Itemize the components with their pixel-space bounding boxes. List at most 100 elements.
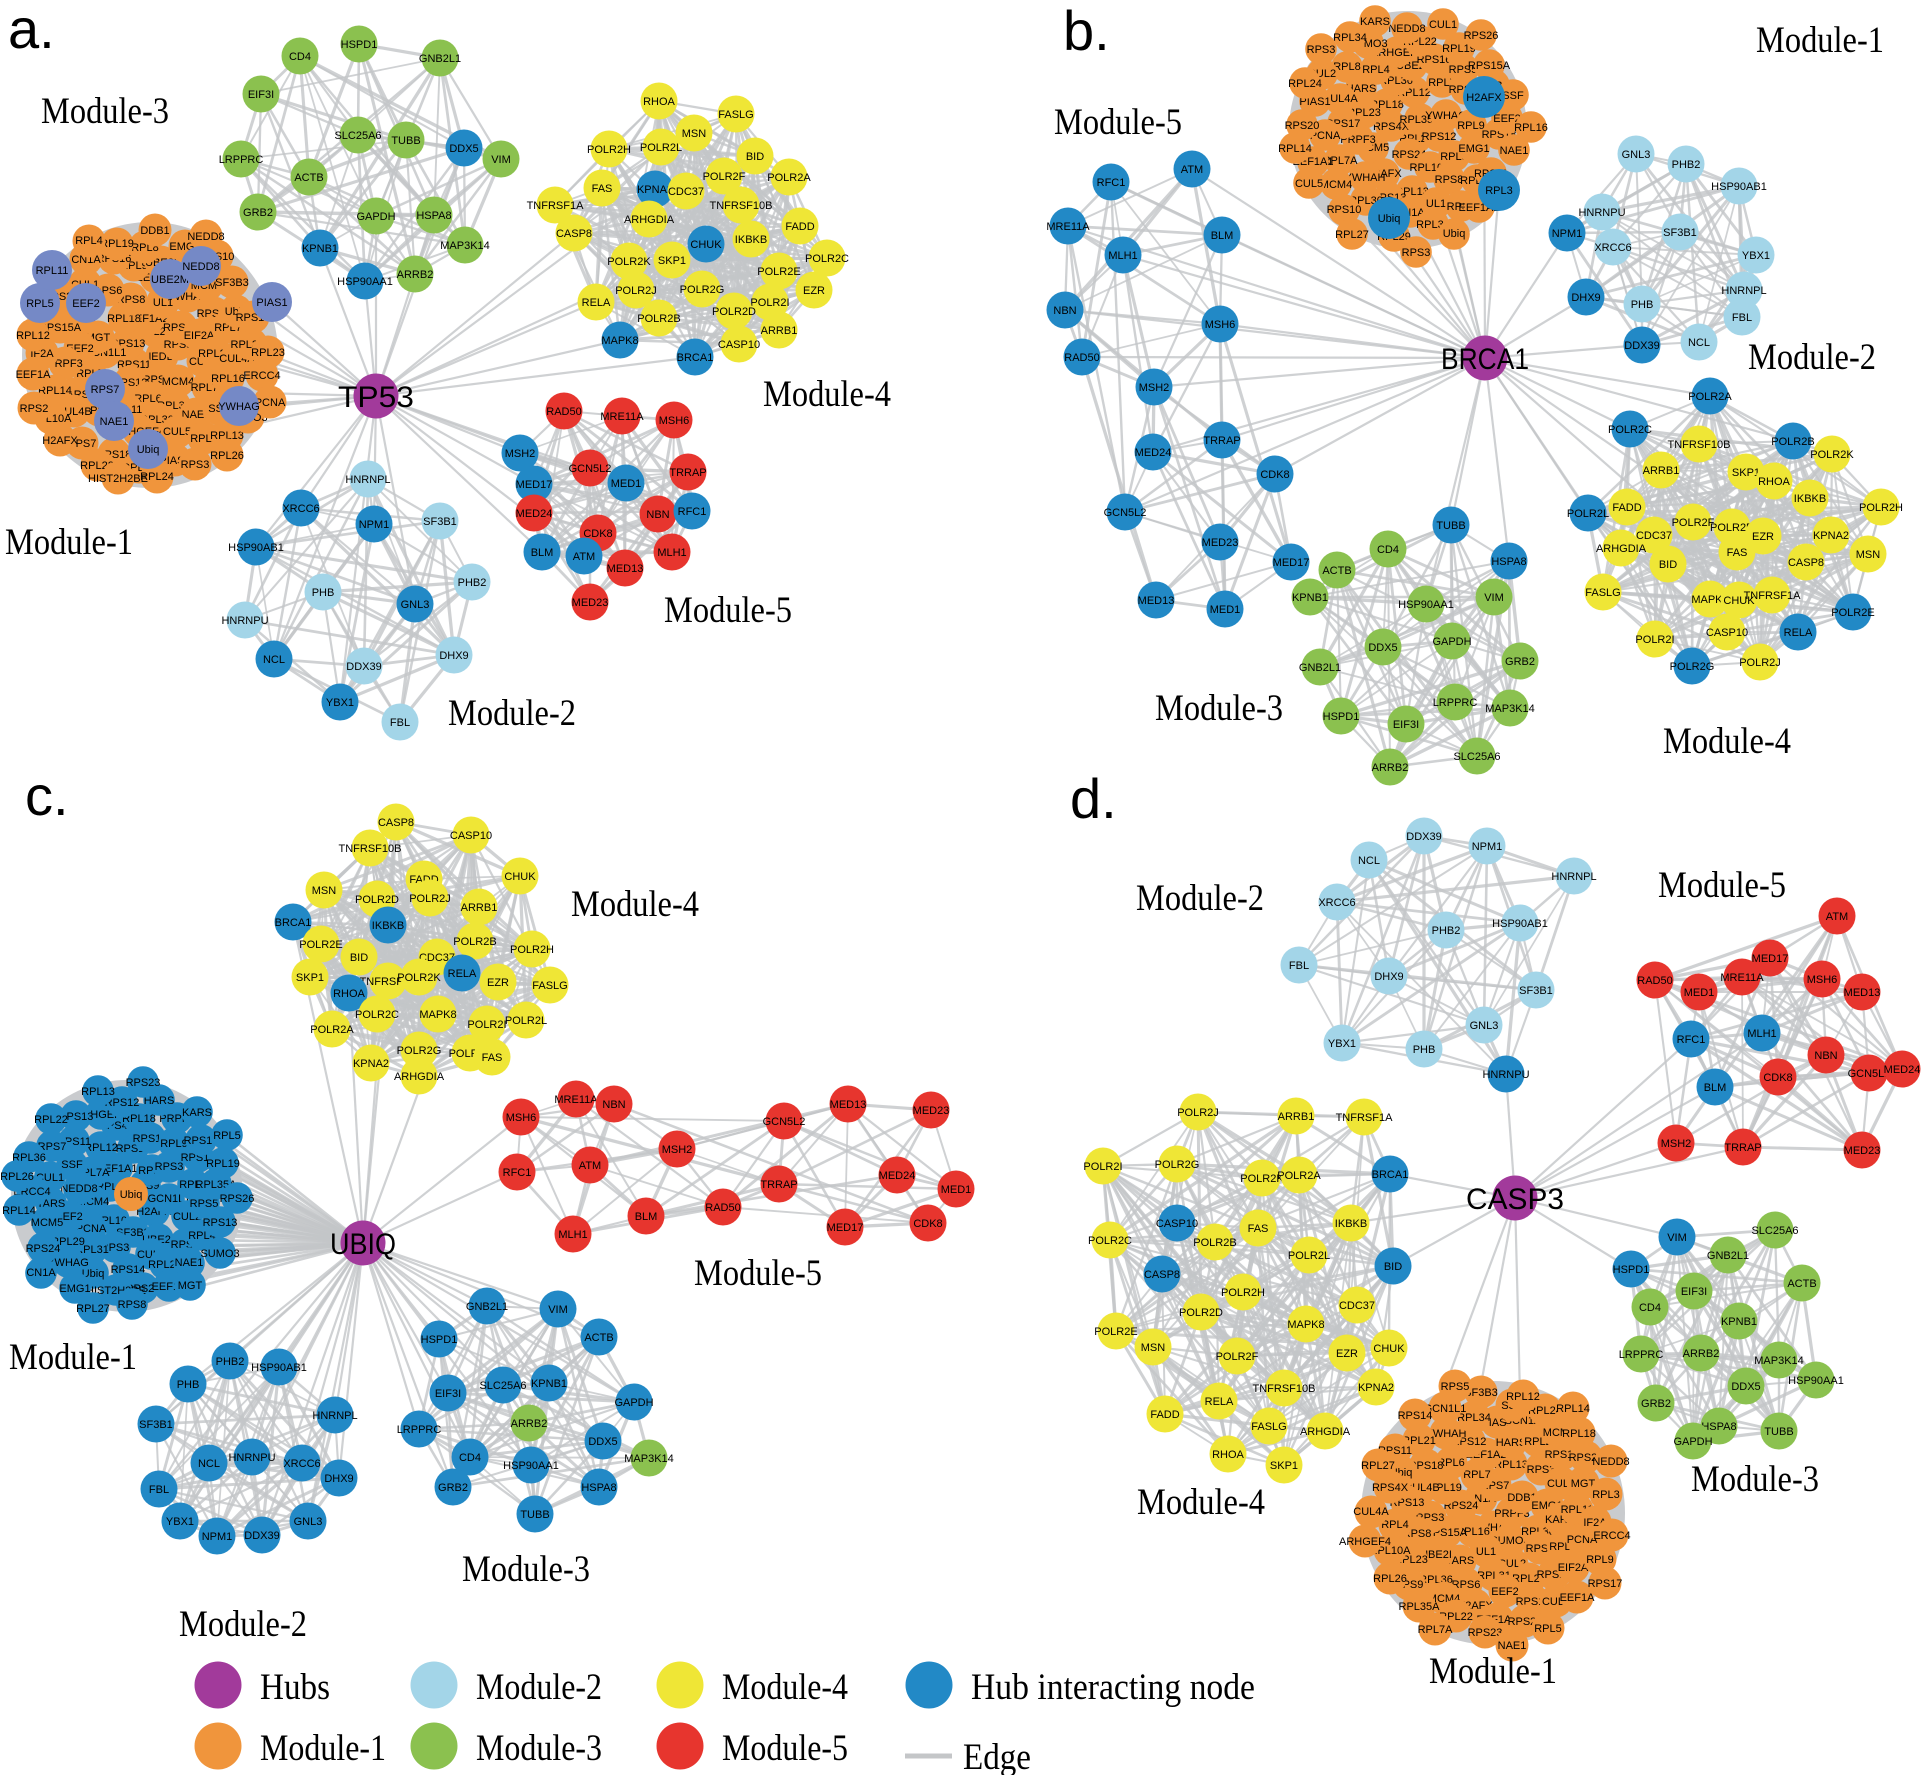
svg-text:CN1A: CN1A [26, 1267, 56, 1279]
svg-text:XRCC6: XRCC6 [282, 503, 319, 515]
svg-text:RPL18: RPL18 [122, 1113, 156, 1125]
svg-text:RPL16: RPL16 [1456, 1526, 1490, 1538]
svg-text:MSH6: MSH6 [659, 415, 690, 427]
svg-text:VIM: VIM [1484, 592, 1504, 604]
svg-text:ARRB2: ARRB2 [1683, 1348, 1720, 1360]
svg-text:FASLG: FASLG [1585, 587, 1620, 599]
svg-text:DDX39: DDX39 [1624, 340, 1659, 352]
svg-text:NBN: NBN [1053, 305, 1076, 317]
svg-text:RPL19: RPL19 [100, 238, 134, 250]
svg-text:RPL5: RPL5 [1534, 1623, 1562, 1635]
svg-text:RAD50: RAD50 [546, 406, 581, 418]
svg-text:MSH6: MSH6 [1807, 974, 1838, 986]
svg-text:IKBKB: IKBKB [1335, 1218, 1367, 1230]
svg-text:NEDD8: NEDD8 [1388, 23, 1425, 35]
svg-text:MSH2: MSH2 [662, 1144, 693, 1156]
svg-text:CHUK: CHUK [504, 871, 536, 883]
svg-text:BLM: BLM [635, 1211, 658, 1223]
svg-text:VIM: VIM [491, 154, 511, 166]
svg-text:SKP1: SKP1 [658, 255, 686, 267]
svg-text:RPS17: RPS17 [1588, 1578, 1623, 1590]
svg-text:VIM: VIM [548, 1304, 568, 1316]
svg-text:RPL22: RPL22 [34, 1114, 68, 1126]
svg-text:TP53: TP53 [338, 381, 414, 414]
svg-text:IKBKB: IKBKB [372, 920, 404, 932]
svg-text:DDB1: DDB1 [140, 225, 169, 237]
svg-text:HNRNPL: HNRNPL [312, 1410, 357, 1422]
svg-text:RAD50: RAD50 [1064, 352, 1099, 364]
svg-text:RPL34: RPL34 [1333, 32, 1367, 44]
svg-text:POLR2E: POLR2E [757, 266, 800, 278]
svg-text:CDC37: CDC37 [1636, 530, 1672, 542]
svg-text:RHOA: RHOA [643, 96, 675, 108]
svg-text:CDK8: CDK8 [913, 1218, 942, 1230]
svg-text:Module-4: Module-4 [571, 884, 699, 925]
svg-text:RPS10: RPS10 [1327, 204, 1362, 216]
svg-text:SF3B1: SF3B1 [1663, 227, 1697, 239]
svg-text:CD4: CD4 [1639, 1302, 1661, 1314]
svg-text:RPL14: RPL14 [38, 385, 72, 397]
svg-text:XRCC6: XRCC6 [1318, 897, 1355, 909]
svg-text:BRCA1: BRCA1 [275, 917, 312, 929]
svg-text:RPS4X: RPS4X [1373, 121, 1410, 133]
svg-text:NAE1: NAE1 [100, 416, 129, 428]
svg-text:POLR2L: POLR2L [640, 142, 682, 154]
svg-text:MSH2: MSH2 [1661, 1138, 1692, 1150]
svg-text:POLR2F: POLR2F [703, 171, 746, 183]
svg-text:MED13: MED13 [1138, 595, 1175, 607]
svg-text:RPL26: RPL26 [1373, 1573, 1407, 1585]
svg-text:KPNB1: KPNB1 [1292, 592, 1328, 604]
svg-text:TNFRSF10B: TNFRSF10B [1253, 1383, 1316, 1395]
svg-text:ACTB: ACTB [294, 172, 323, 184]
svg-text:GNB2L1: GNB2L1 [419, 53, 461, 65]
svg-text:HSPA8: HSPA8 [1701, 1421, 1736, 1433]
svg-text:GCN1L1: GCN1L1 [1424, 1403, 1467, 1415]
svg-text:LRPPRC: LRPPRC [1619, 1349, 1664, 1361]
svg-text:TUBB: TUBB [1436, 520, 1465, 532]
svg-text:POLR2G: POLR2G [1670, 661, 1715, 673]
svg-text:NEDD8: NEDD8 [1592, 1456, 1629, 1468]
svg-text:CUL4A: CUL4A [1353, 1506, 1389, 1518]
svg-text:RPL9: RPL9 [160, 1138, 188, 1150]
svg-text:TNFRSF10B: TNFRSF10B [1668, 439, 1731, 451]
svg-text:Module-3: Module-3 [476, 1728, 602, 1769]
svg-text:MSN: MSN [682, 128, 707, 140]
svg-text:MED17: MED17 [1273, 557, 1310, 569]
svg-text:MLH1: MLH1 [1108, 250, 1137, 262]
svg-text:UL1: UL1 [153, 297, 173, 309]
svg-text:Module-1: Module-1 [1429, 1651, 1557, 1692]
svg-text:ERCC4: ERCC4 [243, 370, 280, 382]
svg-text:CDK8: CDK8 [1260, 469, 1289, 481]
svg-text:RPL24: RPL24 [140, 471, 174, 483]
svg-text:HNRNPU: HNRNPU [1482, 1069, 1529, 1081]
svg-text:POLR2J: POLR2J [615, 285, 657, 297]
svg-text:POLR2D: POLR2D [355, 894, 399, 906]
svg-text:GRB2: GRB2 [1505, 656, 1535, 668]
svg-text:HSP90AB1: HSP90AB1 [1492, 918, 1548, 930]
svg-text:NPM1: NPM1 [1472, 841, 1503, 853]
svg-text:SF3B3: SF3B3 [215, 277, 249, 289]
svg-text:Ubiq: Ubiq [1378, 213, 1401, 225]
svg-text:POLR2D: POLR2D [1710, 522, 1754, 534]
svg-text:PIAS1: PIAS1 [1299, 96, 1330, 108]
svg-text:d.: d. [1070, 767, 1117, 830]
svg-text:BLM: BLM [531, 547, 554, 559]
svg-text:HNRNPU: HNRNPU [1578, 207, 1625, 219]
svg-text:POLR2E: POLR2E [299, 939, 342, 951]
svg-text:RPS20: RPS20 [1285, 120, 1320, 132]
svg-text:SF3B3: SF3B3 [1464, 1387, 1498, 1399]
svg-text:CDC37: CDC37 [668, 186, 704, 198]
svg-text:NEDD8: NEDD8 [187, 231, 224, 243]
svg-text:KPNB1: KPNB1 [1721, 1316, 1757, 1328]
svg-text:FBL: FBL [149, 1484, 169, 1496]
svg-text:HSPD1: HSPD1 [421, 1334, 458, 1346]
svg-text:RPL34: RPL34 [1457, 1412, 1491, 1424]
svg-text:EZR: EZR [803, 285, 825, 297]
svg-text:LRPPRC: LRPPRC [1433, 697, 1478, 709]
svg-text:Module-2: Module-2 [179, 1604, 307, 1645]
svg-text:CUL5: CUL5 [163, 426, 191, 438]
svg-text:CHUK: CHUK [1723, 595, 1755, 607]
svg-text:MCM5: MCM5 [31, 1217, 63, 1229]
svg-text:MSN: MSN [1141, 1342, 1166, 1354]
svg-text:DHX9: DHX9 [439, 650, 468, 662]
